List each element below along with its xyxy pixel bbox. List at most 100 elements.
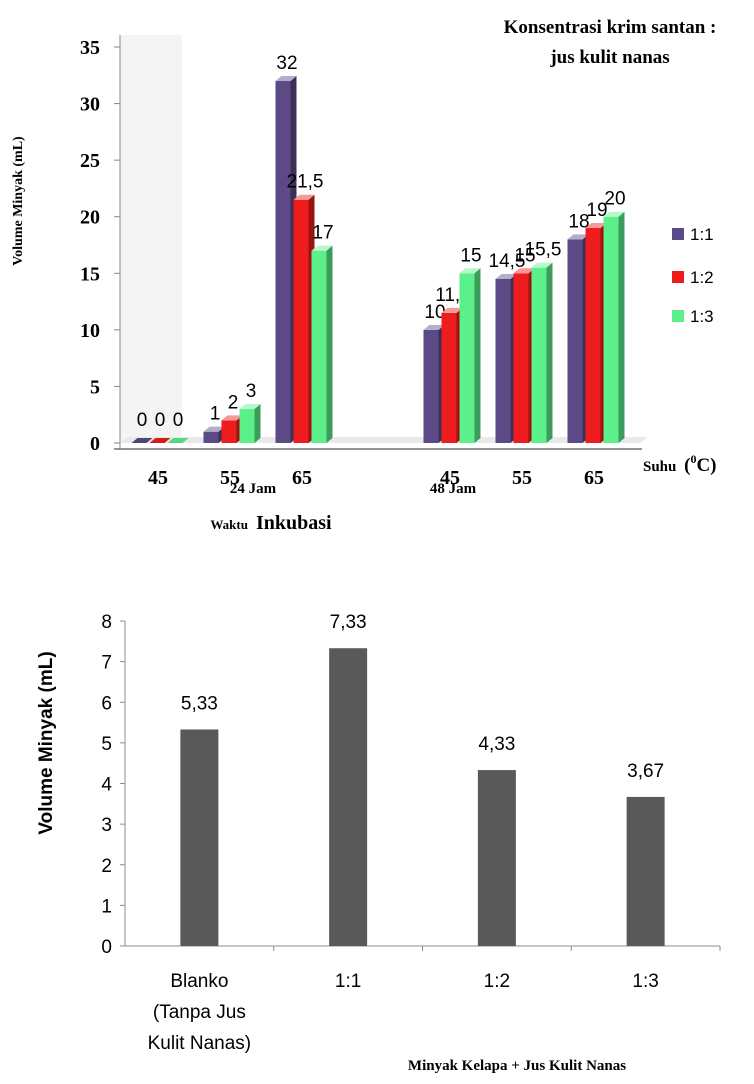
chart1-bar: 3	[239, 381, 261, 443]
chart2-x-tick-label: Kulit Nanas)	[148, 1033, 252, 1054]
chart1-y-tick-label: 15	[80, 263, 100, 285]
chart2-x-tick-label: 1:1	[335, 971, 361, 992]
chart1-bar: 0	[149, 410, 171, 443]
chart2-bar	[626, 796, 665, 946]
chart1-legend-swatch	[672, 310, 684, 322]
chart1-data-label: 0	[173, 410, 184, 431]
chart1-bar-top	[203, 426, 225, 432]
chart1-bar-front	[603, 216, 619, 443]
chart1-y-tick-label: 10	[80, 320, 100, 342]
chart1-y-tick-label: 0	[90, 433, 100, 455]
chart2-y-tick-label: 2	[101, 856, 112, 877]
chart1-bar-front	[495, 278, 511, 443]
chart1-bar-flat	[167, 438, 189, 443]
chart1-x-tick-label: 65	[584, 467, 604, 489]
chart2-data-label: 3,67	[627, 761, 664, 782]
chart1-y-tick-label: 20	[80, 207, 100, 229]
chart1-bar-front	[221, 420, 237, 443]
chart1-bar-top	[567, 234, 589, 240]
chart1-legend-swatch	[672, 228, 684, 240]
chart2-y-tick-label: 3	[101, 815, 112, 836]
chart-volume-minyak-inkubasi: Konsentrasi krim santan : jus kulit nana…	[11, 17, 717, 534]
chart1-bar: 0	[131, 410, 153, 443]
chart1-title-line2: jus kulit nanas	[549, 47, 669, 68]
chart2-y-tick-label: 4	[101, 775, 112, 796]
chart1-legend-item: 1:1	[672, 225, 714, 244]
chart1-x-axis-label: Waktu Inkubasi	[210, 512, 332, 534]
chart1-bar: 0	[167, 410, 189, 443]
chart1-unit-suhu: Suhu	[643, 459, 676, 475]
chart2-x-tick-label: (Tanpa Jus	[153, 1002, 246, 1023]
chart1-data-label: 14,5	[489, 251, 526, 272]
chart1-legend-label: 1:1	[690, 225, 714, 244]
chart1-bar-front	[513, 273, 529, 443]
chart2-y-tick-label: 8	[101, 612, 112, 633]
chart2-data-label: 4,33	[478, 734, 515, 755]
chart1-x-label-inkubasi: Inkubasi	[256, 512, 332, 534]
chart1-bar-front	[567, 239, 583, 443]
chart2-data-label: 7,33	[330, 612, 367, 633]
chart1-bar-top	[275, 75, 297, 81]
chart1-bar-top	[423, 324, 445, 330]
chart1-bar-top	[239, 404, 261, 410]
chart1-bar: 1	[203, 404, 225, 443]
chart1-bar: 17	[311, 223, 334, 443]
chart1-x-tick-label: 65	[292, 467, 312, 489]
chart1-group-label-24: 24 Jam	[230, 481, 277, 497]
chart1-bar-top	[221, 415, 243, 421]
chart1-bar-front	[423, 329, 439, 443]
chart1-bar-side	[546, 262, 553, 443]
chart1-y-tick-label: 35	[80, 37, 100, 59]
chart1-data-label: 1	[210, 404, 221, 425]
chart1-bar-front	[203, 431, 219, 443]
chart1-data-label: 15	[460, 245, 481, 266]
chart1-data-label: 17	[312, 223, 333, 244]
chart1-bar-front	[311, 250, 327, 443]
chart1-bar-top	[495, 273, 517, 279]
chart1-y-tick-label: 30	[80, 94, 100, 116]
chart1-bar: 15	[459, 245, 482, 443]
chart1-bar: 2	[221, 392, 243, 443]
chart1-data-label: 15,5	[525, 240, 562, 261]
chart1-data-label: 15	[514, 245, 535, 266]
chart1-title-line1: Konsentrasi krim santan :	[504, 17, 717, 38]
chart1-bar-front	[459, 273, 475, 443]
chart2-y-tick-label: 7	[101, 653, 112, 674]
chart1-data-label: 21,5	[287, 172, 324, 193]
chart1-x-tick-label: 45	[148, 467, 168, 489]
chart1-bar-flat	[131, 438, 153, 443]
chart1-legend-item: 1:2	[672, 268, 714, 287]
chart1-x-label-waktu: Waktu	[210, 517, 248, 532]
chart1-unit-label: Suhu (0C)	[643, 452, 717, 476]
chart1-legend-swatch	[672, 271, 684, 283]
chart1-data-label: 18	[568, 211, 589, 232]
chart2-y-tick-label: 6	[101, 693, 112, 714]
chart1-data-label: 19	[586, 200, 607, 221]
chart1-bar-top	[441, 307, 463, 313]
chart1-data-label: 20	[604, 189, 625, 210]
chart1-y-tick-label: 5	[90, 376, 100, 398]
chart1-bar-front	[239, 409, 255, 443]
chart2-bar	[180, 729, 219, 946]
chart1-legend-label: 1:3	[690, 307, 714, 326]
chart1-bar-front	[441, 312, 457, 443]
chart1-bar-side	[326, 245, 333, 443]
chart1-bar: 20	[603, 189, 626, 443]
chart1-data-label: 3	[246, 381, 257, 402]
chart2-x-tick-label: 1:3	[632, 971, 658, 992]
chart1-bar-front	[531, 267, 547, 443]
chart1-bar-front	[585, 228, 601, 443]
chart1-data-label: 32	[276, 53, 297, 74]
chart1-legend-label: 1:2	[690, 268, 714, 287]
chart1-unit-c: C)	[696, 455, 716, 476]
chart1-bar-top	[311, 245, 333, 251]
chart1-y-axis-label: Volume Minyak (mL)	[11, 136, 26, 266]
chart1-bar: 15,5	[525, 240, 562, 443]
chart2-data-label: 5,33	[181, 693, 218, 714]
chart1-bar-top	[585, 223, 607, 229]
chart1-bar: 19	[585, 200, 608, 443]
chart1-x-tick-label: 45	[440, 467, 460, 489]
chart1-bar-top	[293, 194, 315, 200]
chart1-bar-side	[618, 211, 625, 443]
chart1-bar-flat	[149, 438, 171, 443]
